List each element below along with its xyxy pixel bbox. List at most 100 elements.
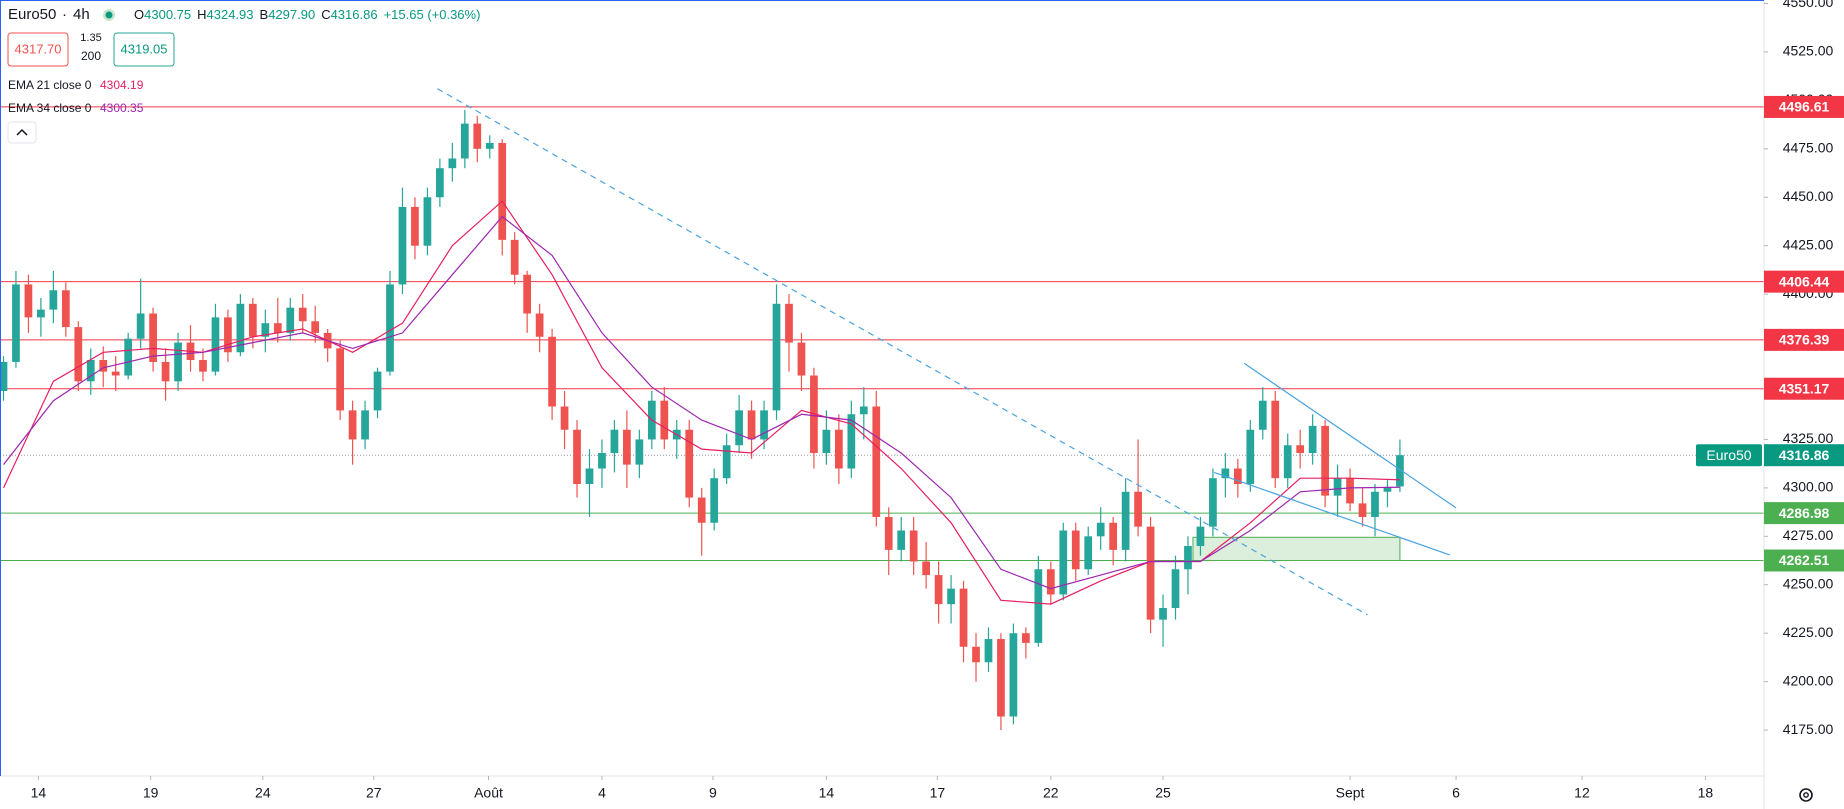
x-tick-label: 14 — [31, 785, 47, 801]
candle-body — [785, 303, 793, 343]
candle-body — [411, 206, 419, 246]
candle-body — [997, 639, 1005, 717]
candle-body — [348, 410, 357, 440]
candle-body — [1146, 526, 1155, 620]
candle-body — [1121, 491, 1130, 550]
collapse-button[interactable] — [7, 121, 37, 144]
indicator-label: EMA 21 close 0 — [8, 78, 92, 92]
candle-body — [884, 516, 893, 550]
x-tick-label: 19 — [143, 785, 159, 801]
candle-body — [423, 197, 432, 246]
buy-price[interactable]: 4319.05 — [121, 41, 168, 56]
candle-body — [24, 284, 33, 318]
ohlc: O4300.75 H4324.93 B4297.90 C4316.86 +15.65 (… — [134, 7, 480, 22]
candle-body — [1396, 455, 1404, 487]
candle-body — [1358, 503, 1367, 517]
candle-body — [972, 646, 980, 663]
y-tick-label: 4275.00 — [1783, 527, 1834, 543]
candle-body — [111, 371, 120, 376]
candle-body — [1109, 522, 1118, 550]
quantity[interactable]: 200 — [81, 49, 101, 63]
level-badge — [1764, 95, 1844, 118]
y-tick-label: 4325.00 — [1783, 430, 1834, 446]
candle-body — [485, 142, 494, 149]
candle-body — [37, 309, 45, 318]
candle-body — [298, 307, 307, 322]
candle-body — [760, 410, 768, 440]
buy-button[interactable] — [113, 32, 175, 67]
level-badge — [1764, 270, 1844, 293]
trendline — [437, 88, 1368, 616]
x-tick-label: 14 — [819, 785, 835, 801]
y-tick-label: 4300.00 — [1783, 479, 1834, 495]
settings-icon[interactable] — [1799, 788, 1813, 802]
trendline — [1213, 471, 1450, 556]
candle-body — [174, 342, 182, 382]
candle-body — [735, 410, 743, 446]
change: +15.65 (+0.36%) — [384, 7, 481, 22]
candle-body — [697, 497, 706, 523]
candle-body — [436, 168, 444, 198]
candle-body — [1184, 546, 1192, 570]
last-price-label: 4316.86 — [1779, 447, 1830, 463]
candle-body — [722, 445, 731, 479]
candle-body — [610, 429, 619, 454]
sell-button[interactable] — [7, 32, 69, 67]
candle-body — [149, 313, 157, 362]
candle-body — [1233, 468, 1242, 485]
candle-body — [224, 317, 232, 353]
gear[interactable] — [1799, 788, 1813, 802]
indicator-value: 4304.19 — [100, 78, 144, 92]
x-tick-label: 18 — [1698, 785, 1714, 801]
y-tick-label: 4475.00 — [1783, 140, 1834, 156]
level-label: 4351.17 — [1779, 380, 1830, 396]
candle-body — [1283, 445, 1292, 479]
candle-body — [1134, 491, 1142, 527]
candle-body — [1258, 400, 1267, 430]
candle-body — [560, 406, 569, 430]
spread: 1.35 — [80, 32, 101, 44]
x-tick-label: 6 — [1452, 785, 1460, 801]
candle-body — [822, 429, 831, 454]
status-dot — [105, 11, 113, 19]
sell-price[interactable]: 4317.70 — [15, 41, 62, 56]
candle-body — [386, 284, 394, 372]
candle-body — [99, 360, 108, 372]
candle-body — [747, 410, 756, 440]
candle-body — [136, 313, 145, 339]
candle-body — [448, 158, 457, 169]
symbol-badge-label: Euro50 — [1706, 447, 1751, 463]
level-badge — [1764, 377, 1844, 400]
candle-body — [1308, 425, 1317, 454]
candle-body — [1084, 536, 1093, 570]
candle-body — [373, 371, 382, 411]
candle-body — [286, 307, 295, 333]
x-tick-label: 24 — [255, 785, 271, 801]
candle-body — [847, 414, 856, 469]
candle-body — [947, 588, 955, 605]
last-price-badge — [1764, 444, 1844, 467]
x-tick-label: 27 — [366, 785, 382, 801]
y-tick-label: 4250.00 — [1783, 575, 1834, 591]
symbol: Euro50 — [8, 6, 56, 23]
candle-body — [248, 303, 257, 337]
candle-body — [872, 406, 881, 517]
level-label: 4286.98 — [1779, 505, 1830, 521]
zone — [1192, 536, 1401, 562]
candle-body — [1096, 522, 1105, 537]
candle-body — [211, 317, 220, 372]
candle-body — [311, 321, 320, 333]
candle-body — [460, 123, 469, 159]
candle-body — [261, 323, 270, 337]
candle-body — [1271, 400, 1280, 479]
candle-body — [273, 323, 282, 333]
gear-hub[interactable] — [1803, 792, 1809, 798]
candle-body — [86, 360, 95, 382]
collapse-icon[interactable] — [16, 128, 28, 136]
header: Euro50 · 4h O4300.75 H4324.93 B4297.90 C431… — [7, 6, 480, 144]
ohlc-key: B — [260, 7, 269, 22]
ohlc-key: C — [321, 7, 330, 22]
ohlc-value: 4297.90 — [268, 7, 315, 22]
candle-body — [1159, 608, 1167, 620]
